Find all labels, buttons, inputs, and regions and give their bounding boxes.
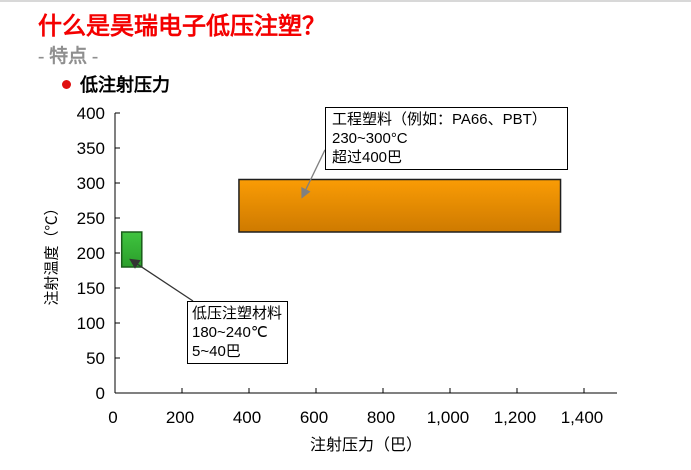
slide-title: 什么是昊瑞电子低压注塑？ bbox=[38, 14, 326, 40]
callout-text-line: 工程塑料（例如：PA66、PBT） bbox=[332, 111, 547, 128]
callout-text-line: 230~300°C bbox=[332, 130, 408, 147]
y-tick-label: 350 bbox=[77, 139, 105, 158]
bullet-item: 低注射压力 bbox=[62, 71, 170, 97]
y-tick-label: 150 bbox=[77, 279, 105, 298]
y-tick-label: 0 bbox=[96, 384, 105, 403]
x-tick-label: 400 bbox=[233, 408, 261, 427]
callout-text-line: 低压注塑材料 bbox=[192, 305, 283, 322]
y-axis-title: 注射温度（℃） bbox=[43, 200, 61, 306]
callout-text-line: 180~240℃ bbox=[192, 324, 268, 341]
callout-text-line: 超过400巴 bbox=[332, 149, 403, 166]
y-tick-label: 400 bbox=[77, 104, 105, 123]
callout-engineering-plastics: 工程塑料（例如：PA66、PBT） 230~300°C 超过400巴 bbox=[325, 107, 568, 170]
x-axis-title: 注射压力（巴） bbox=[309, 437, 422, 454]
slide-top-border bbox=[0, 0, 691, 2]
bar-low-pressure-material bbox=[120, 231, 143, 268]
y-tick-label: 100 bbox=[77, 314, 105, 333]
x-tick-label: 1,200 bbox=[494, 408, 537, 427]
callout-connector bbox=[301, 149, 326, 199]
bullet-dot-icon bbox=[62, 79, 71, 89]
callout-low-pressure-material: 低压注塑材料 180~240℃ 5~40巴 bbox=[187, 301, 288, 364]
x-tick-label: 0 bbox=[108, 408, 117, 427]
x-tick-label: 1,400 bbox=[561, 408, 604, 427]
bullet-label: 低注射压力 bbox=[80, 75, 170, 95]
slide-subtitle: - 特点 - bbox=[38, 46, 99, 67]
x-tick-label: 200 bbox=[166, 408, 194, 427]
y-tick-label: 50 bbox=[86, 349, 105, 368]
callout-text-line: 5~40巴 bbox=[192, 343, 241, 360]
y-tick-label: 200 bbox=[77, 244, 105, 263]
y-tick-label: 250 bbox=[77, 209, 105, 228]
callout-connector bbox=[129, 258, 194, 302]
x-tick-label: 1,000 bbox=[427, 408, 470, 427]
x-tick-label: 800 bbox=[367, 408, 395, 427]
bar-engineering-plastics bbox=[238, 178, 562, 233]
x-tick-label: 600 bbox=[300, 408, 328, 427]
y-tick-label: 300 bbox=[77, 174, 105, 193]
